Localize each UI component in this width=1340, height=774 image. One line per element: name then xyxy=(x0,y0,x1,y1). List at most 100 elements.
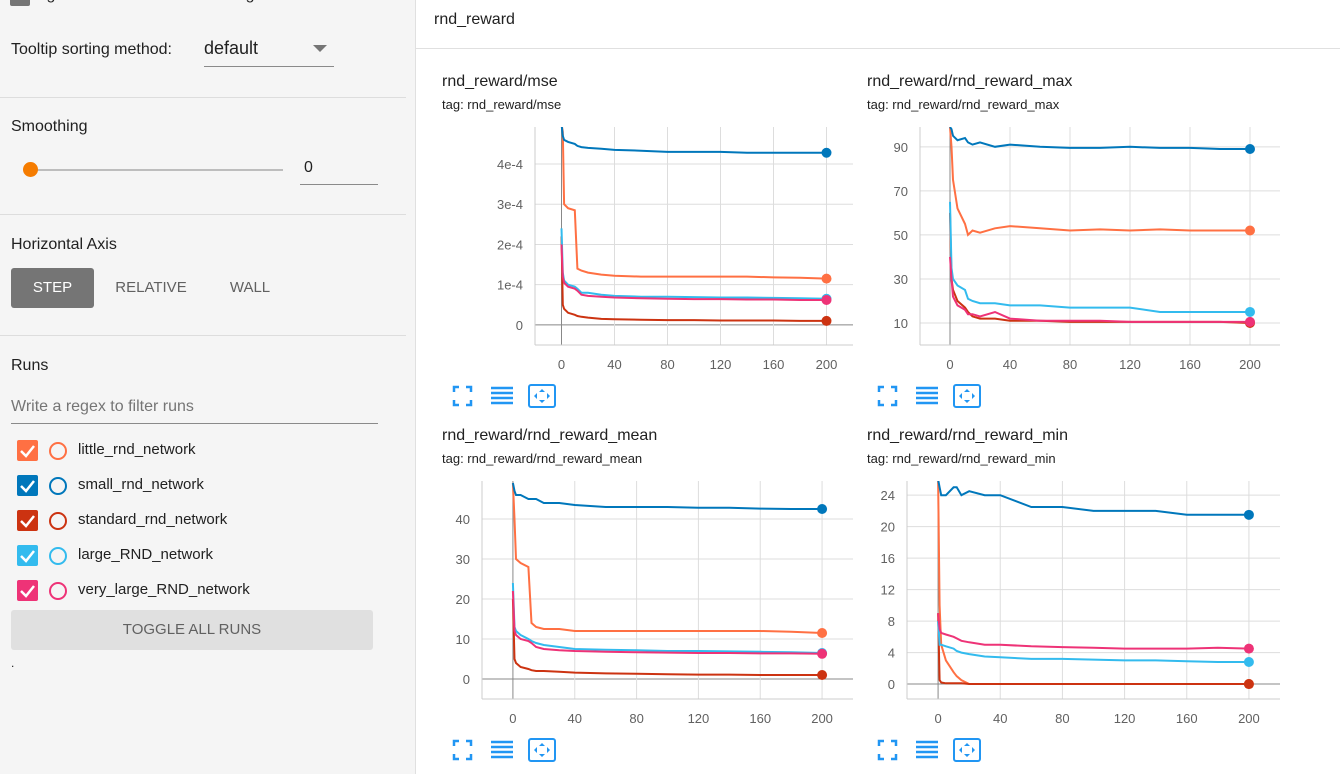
run-name: standard_rnd_network xyxy=(78,511,228,528)
series-line: small_rnd_network xyxy=(949,127,1250,150)
data-table-icon[interactable] xyxy=(916,740,938,759)
series-line: large_RND_network xyxy=(511,582,823,654)
series-end-dot[interactable] xyxy=(817,648,828,659)
checkmark xyxy=(20,445,35,458)
series-end-dot[interactable] xyxy=(821,147,832,158)
series-end-dot[interactable] xyxy=(821,315,832,326)
series-line: very_large_RND_network xyxy=(949,256,1250,323)
y-tick-label: 40 xyxy=(456,512,470,527)
series-end-dot[interactable] xyxy=(1243,679,1254,690)
y-tick-label: 70 xyxy=(894,184,908,199)
runs-label: Runs xyxy=(11,357,49,374)
x-tick-label: 80 xyxy=(629,711,643,726)
chart-tag: tag: rnd_reward/rnd_reward_max xyxy=(867,97,1060,112)
series-layer: little_rnd_networksmall_rnd_networkstand… xyxy=(949,127,1251,324)
fullscreen-icon[interactable] xyxy=(452,739,473,761)
relative-button[interactable]: RELATIVE xyxy=(115,279,187,296)
chart-tag: tag: rnd_reward/rnd_reward_min xyxy=(867,451,1056,466)
x-tick-label: 80 xyxy=(1063,357,1077,372)
chart-tag: tag: rnd_reward/mse xyxy=(442,97,561,112)
dropdown-arrow xyxy=(313,45,327,52)
series-end-dot[interactable] xyxy=(1243,509,1254,520)
series-layer: little_rnd_networksmall_rnd_networkstand… xyxy=(511,482,823,676)
y-tick-label: 4 xyxy=(888,646,895,661)
chart-title: rnd_reward/rnd_reward_min xyxy=(867,427,1068,444)
y-tick-label: 30 xyxy=(456,552,470,567)
run-checkbox[interactable] xyxy=(17,475,38,496)
run-checkbox[interactable] xyxy=(17,580,38,601)
series-end-dot[interactable] xyxy=(821,294,832,305)
x-tick-label: 200 xyxy=(811,711,833,726)
series-layer: little_rnd_networksmall_rnd_networkstand… xyxy=(560,127,827,322)
y-tick-label: 3e-4 xyxy=(497,197,523,212)
y-tick-label: 50 xyxy=(894,228,908,243)
data-table-icon[interactable] xyxy=(491,740,513,759)
fit-domain-icon[interactable] xyxy=(528,738,556,762)
filter-input[interactable]: Write a regex to filter runs xyxy=(11,398,194,415)
series-end-dot[interactable] xyxy=(1243,643,1254,654)
divider xyxy=(0,214,406,215)
slider-knob[interactable] xyxy=(23,162,38,177)
wall-button[interactable]: WALL xyxy=(229,279,271,296)
run-name: little_rnd_network xyxy=(78,441,196,458)
y-tick-label: 2e-4 xyxy=(497,237,523,252)
fullscreen-icon[interactable] xyxy=(452,385,473,407)
y-tick-label: 10 xyxy=(894,316,908,331)
series-end-dot[interactable] xyxy=(821,273,832,284)
series-end-dot[interactable] xyxy=(1245,306,1255,317)
series-end-dot[interactable] xyxy=(1245,225,1255,236)
x-tick-label: 0 xyxy=(934,711,941,726)
x-tick-label: 120 xyxy=(1119,357,1141,372)
checkmark xyxy=(20,515,35,528)
x-tick-label: 160 xyxy=(1179,357,1201,372)
y-tick-label: 24 xyxy=(881,488,895,503)
fit-domain-icon[interactable] xyxy=(953,384,981,408)
smoothing-input[interactable]: 0 xyxy=(304,159,313,176)
x-tick-label: 200 xyxy=(1239,357,1261,372)
series-line: small_rnd_network xyxy=(511,482,823,510)
fullscreen-icon[interactable] xyxy=(877,385,898,407)
series-end-dot[interactable] xyxy=(817,504,828,514)
plot-area xyxy=(920,127,1280,345)
x-tick-label: 0 xyxy=(509,711,516,726)
tooltip-select[interactable]: default xyxy=(204,38,259,58)
axis-label: Horizontal Axis xyxy=(11,236,117,253)
data-table-icon[interactable] xyxy=(491,386,513,405)
outlier-label: Ignore outliers in chart scaling xyxy=(42,0,255,4)
fullscreen-icon[interactable] xyxy=(877,739,898,761)
fit-domain-icon[interactable] xyxy=(953,738,981,762)
series-line: little_rnd_network xyxy=(511,482,823,634)
run-color-ring xyxy=(49,547,67,565)
y-tick-label: 12 xyxy=(881,583,895,598)
x-tick-label: 40 xyxy=(1003,357,1017,372)
series-line: large_RND_network xyxy=(560,228,827,300)
filter-underline xyxy=(11,423,378,424)
x-tick-label: 160 xyxy=(763,357,785,372)
y-tick-label: 0 xyxy=(463,672,470,687)
toggle-runs-button[interactable]: TOGGLE ALL RUNS xyxy=(11,610,373,650)
series-end-dot[interactable] xyxy=(817,670,828,680)
series-end-dot[interactable] xyxy=(1243,657,1254,668)
run-color-ring xyxy=(49,582,67,600)
run-checkbox[interactable] xyxy=(17,545,38,566)
plot-area xyxy=(535,127,853,345)
checkmark xyxy=(20,550,35,563)
outlier-checkbox[interactable] xyxy=(10,0,30,6)
chart-toolbar xyxy=(452,384,556,408)
run-checkbox[interactable] xyxy=(17,510,38,531)
series-line: standard_rnd_network xyxy=(511,598,823,676)
divider xyxy=(0,335,406,336)
series-end-dot[interactable] xyxy=(817,628,828,638)
group-header: rnd_reward xyxy=(416,0,1340,49)
chart-toolbar xyxy=(877,384,981,408)
run-checkbox[interactable] xyxy=(17,440,38,461)
checkmark xyxy=(20,585,35,598)
input-underline xyxy=(300,184,378,185)
sidebar: Ignore outliers in chart scaling Tooltip… xyxy=(0,0,416,774)
run-color-ring xyxy=(49,477,67,495)
series-end-dot[interactable] xyxy=(1245,144,1255,155)
data-table-icon[interactable] xyxy=(916,386,938,405)
step-button[interactable]: STEP xyxy=(11,268,94,308)
series-end-dot[interactable] xyxy=(1245,316,1255,327)
fit-domain-icon[interactable] xyxy=(528,384,556,408)
